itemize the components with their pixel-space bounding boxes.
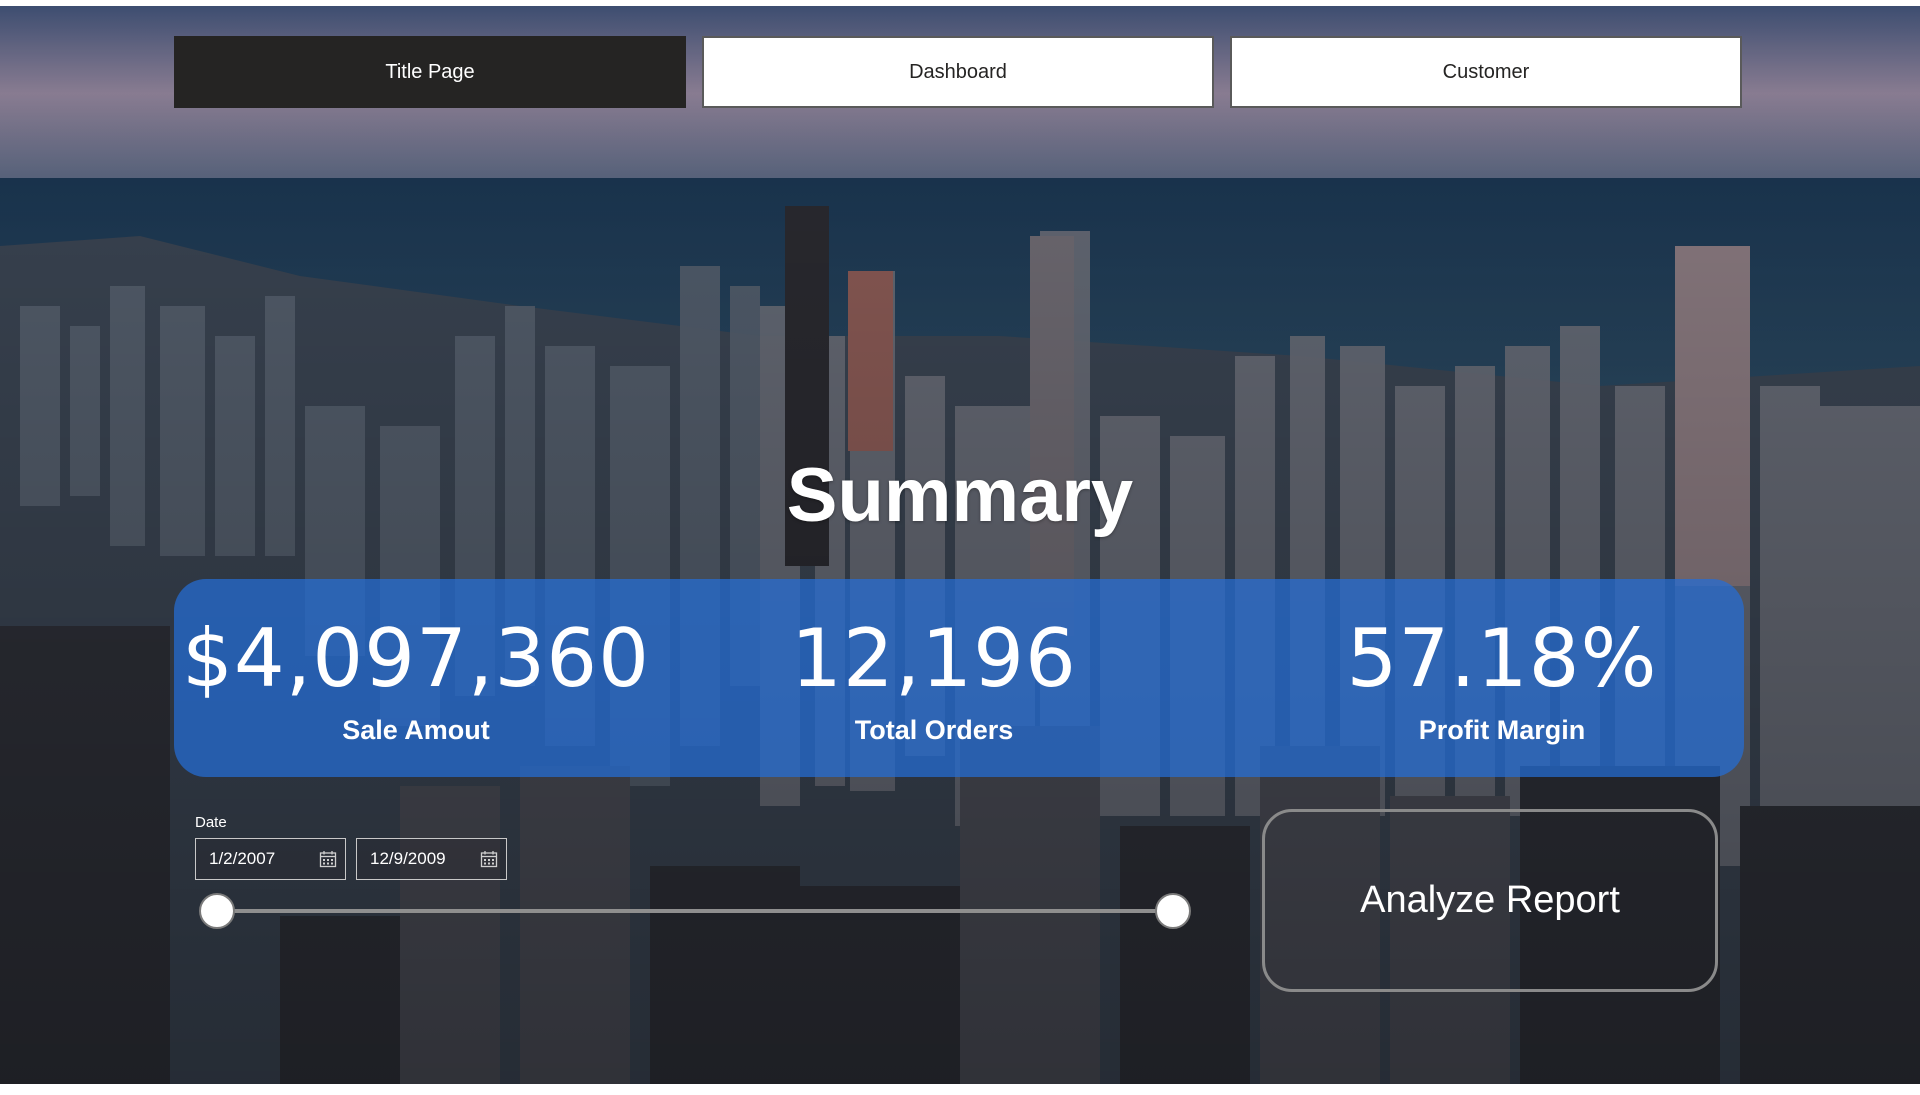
analyze-report-button[interactable]: Analyze Report: [1262, 809, 1718, 992]
kpi-value: 57.18%: [1346, 612, 1658, 705]
start-date-value: 1/2/2007: [209, 849, 276, 868]
kpi-label: Profit Margin: [1418, 715, 1586, 745]
date-filter-label: Date: [195, 814, 227, 831]
date-range-slider-track[interactable]: [217, 909, 1173, 913]
kpi-label: Sale Amout: [342, 715, 490, 745]
calendar-icon[interactable]: [480, 850, 498, 868]
nav-customer-button[interactable]: Customer: [1230, 36, 1742, 108]
end-date-value: 12/9/2009: [370, 849, 446, 868]
nav-title-page-button[interactable]: Title Page: [174, 36, 686, 108]
end-date-input[interactable]: 12/9/2009: [356, 838, 507, 880]
summary-title: Summary: [786, 453, 1134, 538]
calendar-icon[interactable]: [319, 850, 337, 868]
date-range-end-handle[interactable]: [1155, 893, 1191, 929]
kpi-value: $4,097,360: [181, 612, 651, 705]
date-range-start-handle[interactable]: [199, 893, 235, 929]
kpi-value: 12,196: [791, 612, 1077, 705]
kpi-panel: $4,097,360 Sale Amout 12,196 Total Order…: [174, 579, 1744, 777]
kpi-sale-amount: $4,097,360 Sale Amout: [174, 579, 658, 777]
report-canvas: Title Page Dashboard Customer Summary $4…: [0, 6, 1920, 1084]
nav-dashboard-button[interactable]: Dashboard: [702, 36, 1214, 108]
kpi-total-orders: 12,196 Total Orders: [724, 579, 1144, 777]
kpi-label: Total Orders: [854, 715, 1014, 745]
start-date-input[interactable]: 1/2/2007: [195, 838, 346, 880]
kpi-profit-margin: 57.18% Profit Margin: [1284, 579, 1720, 777]
